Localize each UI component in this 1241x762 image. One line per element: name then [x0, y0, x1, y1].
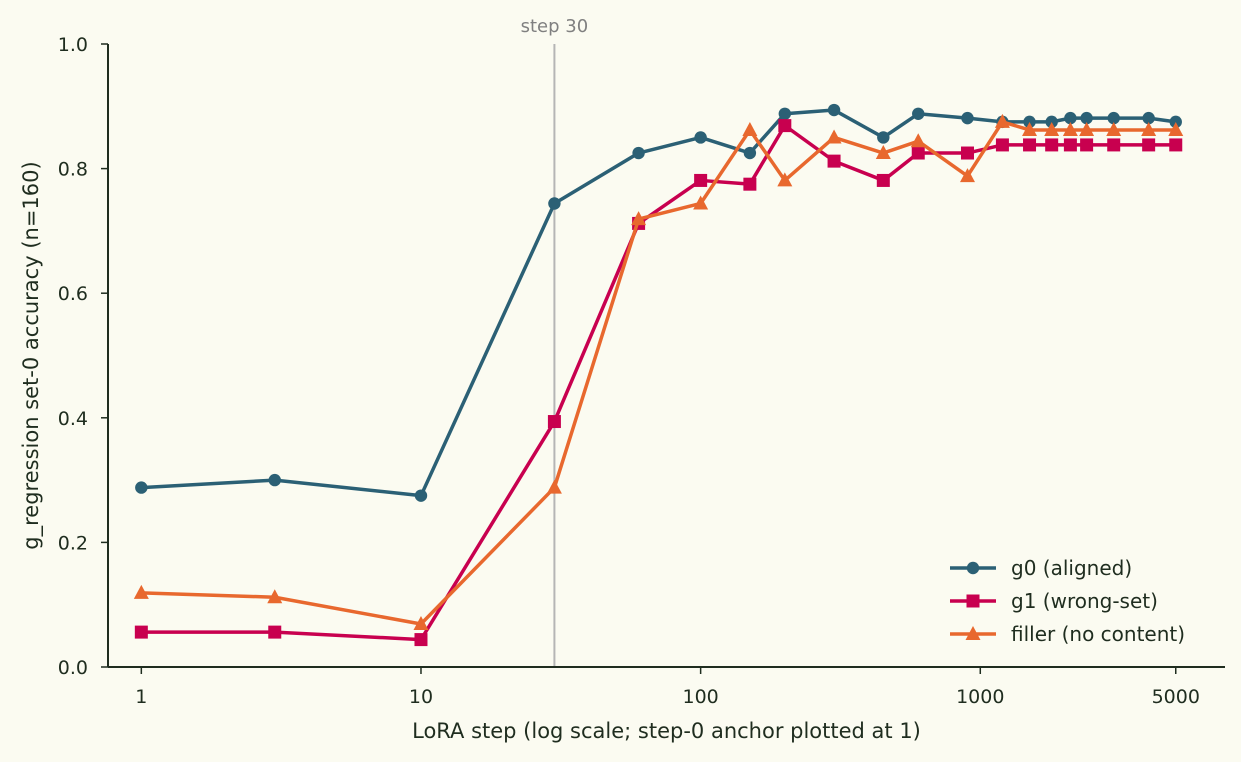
data-point	[1022, 121, 1038, 136]
data-point	[1106, 121, 1122, 136]
y-tick-label: 0.0	[58, 657, 88, 679]
data-point	[693, 195, 709, 210]
data-point	[1045, 115, 1058, 129]
data-point	[1079, 121, 1095, 136]
data-point	[877, 131, 890, 144]
series-2	[133, 113, 1184, 631]
data-point	[414, 489, 428, 502]
data-point	[413, 616, 429, 631]
y-tick-label: 0.4	[58, 408, 88, 430]
data-point	[268, 473, 281, 487]
data-point	[827, 154, 841, 168]
legend-label: g1 (wrong-set)	[1011, 589, 1158, 613]
legend-marker	[965, 626, 981, 640]
data-point	[1142, 138, 1156, 152]
legend-marker	[966, 594, 980, 608]
y-tick-label: 1.0	[58, 34, 88, 56]
data-point	[1045, 138, 1059, 152]
data-point	[994, 113, 1010, 128]
data-point	[1064, 111, 1077, 125]
x-tick-label: 10	[409, 686, 433, 708]
data-point	[911, 146, 925, 160]
x-axis-label: LoRA step (log scale; step-0 anchor plot…	[412, 719, 921, 743]
reference-line-group: step 30	[521, 16, 589, 667]
reference-line-label: step 30	[521, 16, 589, 37]
series-0	[135, 103, 1182, 502]
data-point	[1023, 115, 1036, 129]
data-point	[995, 138, 1009, 152]
data-point	[631, 211, 647, 226]
data-point	[1044, 121, 1060, 136]
legend: g0 (aligned) g1 (wrong-set) filler (no con…	[950, 556, 1185, 646]
y-tick-label: 0.8	[58, 159, 88, 181]
data-point	[1142, 111, 1155, 125]
data-point	[268, 625, 282, 639]
axes	[107, 44, 1225, 668]
x-tick-label: 100	[683, 686, 719, 708]
data-point	[778, 107, 792, 120]
data-point	[960, 146, 974, 160]
x-tick-label: 5000	[1152, 686, 1200, 708]
data-point	[1063, 138, 1077, 152]
data-point	[875, 145, 891, 160]
data-point	[134, 625, 148, 639]
data-point	[694, 173, 708, 187]
data-point	[1169, 115, 1182, 129]
data-point	[743, 146, 757, 160]
series-line	[141, 120, 1176, 626]
data-point	[632, 146, 645, 160]
data-point	[912, 107, 925, 120]
y-tick-label: 0.2	[58, 532, 88, 554]
data-point	[547, 415, 561, 429]
data-point	[694, 131, 707, 144]
data-point	[742, 121, 758, 136]
data-point	[1107, 138, 1121, 152]
data-point	[1168, 121, 1184, 136]
data-point	[133, 584, 149, 599]
data-point	[777, 172, 793, 187]
data-point	[743, 177, 757, 191]
tick-labels: 0.0 0.2 0.4 0.6 0.8 1.0 1 10 100 1000 5000	[58, 34, 1200, 708]
data-point	[827, 103, 841, 117]
series-line	[141, 108, 1176, 498]
data-point	[1080, 138, 1094, 152]
data-point	[1169, 138, 1183, 152]
data-point	[1062, 121, 1078, 136]
data-point	[910, 133, 926, 148]
legend-label: g0 (aligned)	[1011, 556, 1132, 580]
y-axis-label: g_regression set-0 accuracy (n=160)	[19, 161, 44, 549]
series-group	[133, 103, 1184, 647]
data-point	[876, 173, 890, 187]
x-tick-label: 1000	[956, 686, 1004, 708]
y-tick-label: 0.6	[58, 283, 88, 305]
legend-marker	[966, 561, 980, 575]
data-point	[135, 481, 148, 494]
data-point	[959, 168, 975, 183]
data-point	[267, 589, 283, 604]
x-tick-label: 1	[135, 686, 147, 708]
data-point	[826, 129, 842, 144]
data-point	[414, 633, 428, 647]
data-point	[778, 119, 792, 133]
data-point	[1023, 138, 1037, 152]
data-point	[1080, 111, 1093, 125]
data-point	[1141, 121, 1157, 136]
data-point	[546, 479, 562, 494]
data-point	[961, 111, 974, 125]
data-point	[548, 197, 561, 210]
legend-label: filler (no content)	[1011, 622, 1185, 646]
data-point	[1107, 111, 1120, 125]
